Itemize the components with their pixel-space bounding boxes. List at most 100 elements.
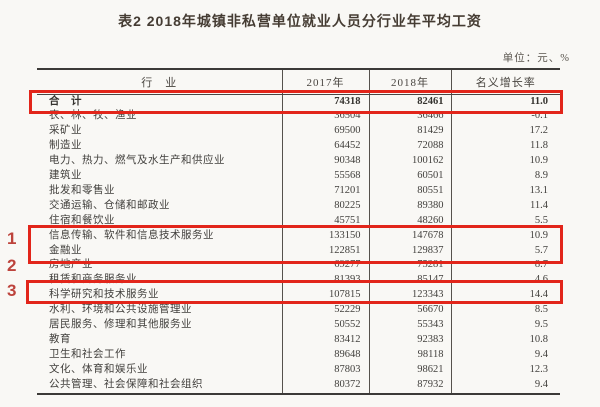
growth-rate-cell: 9.4 bbox=[450, 347, 560, 363]
growth-rate-cell: 17.2 bbox=[450, 124, 560, 140]
value-2017-cell: 107815 bbox=[281, 288, 369, 304]
growth-rate-cell: 4.6 bbox=[450, 273, 560, 289]
value-2018-cell: 75281 bbox=[368, 258, 451, 274]
value-2017-cell: 71201 bbox=[281, 183, 369, 199]
growth-rate-cell: 8.5 bbox=[450, 303, 560, 319]
value-2018-cell: 36466 bbox=[368, 109, 451, 125]
value-2018-cell: 129837 bbox=[368, 243, 451, 259]
value-2018-cell: 56670 bbox=[368, 303, 451, 319]
value-2018-cell: 48260 bbox=[368, 213, 451, 229]
marker-1: 1 bbox=[7, 229, 17, 248]
unit-label: 单位：元、% bbox=[502, 53, 570, 64]
industry-cell: 文化、体育和娱乐业 bbox=[49, 363, 148, 375]
industry-cell: 房地产业 bbox=[49, 259, 93, 271]
table-row: 采矿业 69500 81429 17.2 bbox=[37, 124, 560, 140]
value-2018-cell: 72088 bbox=[368, 139, 451, 155]
growth-rate-cell: 10.9 bbox=[450, 154, 560, 170]
industry-cell: 居民服务、修理和其他服务业 bbox=[49, 319, 192, 331]
value-2017-cell: 74318 bbox=[281, 94, 369, 110]
growth-rate-cell: 13.1 bbox=[450, 183, 560, 199]
industry-cell: 科学研究和技术服务业 bbox=[49, 289, 159, 301]
industry-cell: 电力、热力、燃气及水生产和供应业 bbox=[49, 155, 225, 167]
table-row: 住宿和餐饮业 45751 48260 5.5 bbox=[37, 213, 560, 229]
industry-cell: 租赁和商务服务业 bbox=[49, 274, 137, 286]
value-2017-cell: 83412 bbox=[281, 333, 369, 348]
growth-rate-cell: -0.1 bbox=[450, 109, 560, 125]
industry-cell: 农、林、牧、渔业 bbox=[49, 110, 137, 122]
industry-cell: 交通运输、仓储和邮政业 bbox=[49, 199, 170, 211]
industry-cell: 信息传输、软件和信息技术服务业 bbox=[49, 229, 214, 241]
table-row: 信息传输、软件和信息技术服务业 133150 147678 10.9 bbox=[37, 228, 560, 244]
value-2018-cell: 147678 bbox=[368, 228, 451, 244]
value-2017-cell: 64452 bbox=[281, 139, 369, 155]
table-title: 表2 2018年城镇非私营单位就业人员分行业年平均工资 bbox=[118, 13, 482, 29]
table-row: 交通运输、仓储和邮政业 80225 89380 11.4 bbox=[37, 198, 560, 214]
value-2017-cell: 89648 bbox=[281, 347, 369, 363]
value-2018-cell: 123343 bbox=[368, 288, 451, 304]
table-row: 制造业 64452 72088 11.8 bbox=[37, 139, 560, 155]
value-2018-cell: 100162 bbox=[368, 154, 451, 170]
growth-rate-cell: 10.8 bbox=[450, 333, 560, 348]
col-header-2018: 2018年 bbox=[368, 69, 451, 95]
growth-rate-cell: 8.9 bbox=[450, 169, 560, 184]
value-2017-cell: 80225 bbox=[281, 198, 369, 214]
value-2018-cell: 81429 bbox=[368, 124, 451, 140]
industry-cell: 卫生和社会工作 bbox=[49, 348, 126, 360]
marker-2: 2 bbox=[7, 256, 17, 275]
industry-cell: 水利、环境和公共设施管理业 bbox=[49, 304, 192, 316]
table-row: 批发和零售业 71201 80551 13.1 bbox=[37, 183, 560, 199]
value-2018-cell: 82461 bbox=[368, 94, 451, 110]
value-2018-cell: 80551 bbox=[368, 183, 451, 199]
industry-cell: 金融业 bbox=[49, 244, 82, 256]
col-header-2017: 2017年 bbox=[281, 69, 369, 95]
growth-rate-cell: 9.5 bbox=[450, 318, 560, 333]
marker-3: 3 bbox=[7, 281, 17, 300]
growth-rate-cell: 14.4 bbox=[450, 288, 560, 304]
value-2017-cell: 69500 bbox=[281, 124, 369, 140]
value-2017-cell: 81393 bbox=[281, 273, 369, 289]
industry-cell: 采矿业 bbox=[49, 125, 82, 137]
table-row: 房地产业 69277 75281 8.7 bbox=[37, 258, 560, 274]
header-row: 行 业 2017年 2018年 名义增长率 bbox=[37, 69, 560, 95]
table-row: 水利、环境和公共设施管理业 52229 56670 8.5 bbox=[37, 303, 560, 319]
value-2017-cell: 69277 bbox=[281, 258, 369, 274]
growth-rate-cell: 5.7 bbox=[450, 243, 560, 259]
growth-rate-cell: 5.5 bbox=[450, 213, 560, 229]
value-2018-cell: 92383 bbox=[368, 333, 451, 348]
growth-rate-cell: 8.7 bbox=[450, 258, 560, 274]
table-row: 租赁和商务服务业 81393 85147 4.6 bbox=[37, 273, 560, 289]
industry-cell: 公共管理、社会保障和社会组织 bbox=[49, 378, 203, 390]
value-2017-cell: 80372 bbox=[281, 377, 369, 394]
growth-rate-cell: 12.3 bbox=[450, 362, 560, 378]
value-2018-cell: 55343 bbox=[368, 318, 451, 333]
total-row: 合 计 74318 82461 11.0 bbox=[37, 94, 560, 110]
table-header: 行 业 2017年 2018年 名义增长率 bbox=[37, 69, 560, 95]
value-2017-cell: 45751 bbox=[281, 213, 369, 229]
value-2017-cell: 90348 bbox=[281, 154, 369, 170]
value-2018-cell: 85147 bbox=[368, 273, 451, 289]
value-2018-cell: 98118 bbox=[368, 347, 451, 363]
table-body: 合 计 74318 82461 11.0 农、林、牧、渔业 36504 36466 -0.1 采… bbox=[37, 94, 560, 394]
industry-cell: 建筑业 bbox=[49, 170, 82, 182]
table-row: 公共管理、社会保障和社会组织 80372 87932 9.4 bbox=[37, 377, 560, 394]
table-row: 科学研究和技术服务业 107815 123343 14.4 bbox=[37, 288, 560, 304]
growth-rate-cell: 11.8 bbox=[450, 139, 560, 155]
value-2018-cell: 89380 bbox=[368, 198, 451, 214]
value-2017-cell: 36504 bbox=[281, 109, 369, 125]
value-2018-cell: 60501 bbox=[368, 169, 451, 184]
table-row: 农、林、牧、渔业 36504 36466 -0.1 bbox=[37, 109, 560, 125]
value-2017-cell: 55568 bbox=[281, 169, 369, 184]
col-header-industry: 行 业 bbox=[37, 69, 282, 95]
wage-table: 行 业 2017年 2018年 名义增长率 合 计 74318 82461 11.0 农… bbox=[37, 68, 560, 395]
value-2018-cell: 87932 bbox=[368, 377, 451, 394]
value-2017-cell: 122851 bbox=[281, 243, 369, 259]
industry-cell: 制造业 bbox=[49, 140, 82, 152]
table-row: 建筑业 55568 60501 8.9 bbox=[37, 169, 560, 184]
table-row: 居民服务、修理和其他服务业 50552 55343 9.5 bbox=[37, 318, 560, 333]
industry-cell: 合 计 bbox=[49, 95, 82, 107]
value-2017-cell: 87803 bbox=[281, 362, 369, 378]
industry-cell: 住宿和餐饮业 bbox=[49, 214, 115, 226]
table-row: 卫生和社会工作 89648 98118 9.4 bbox=[37, 347, 560, 363]
value-2017-cell: 52229 bbox=[281, 303, 369, 319]
